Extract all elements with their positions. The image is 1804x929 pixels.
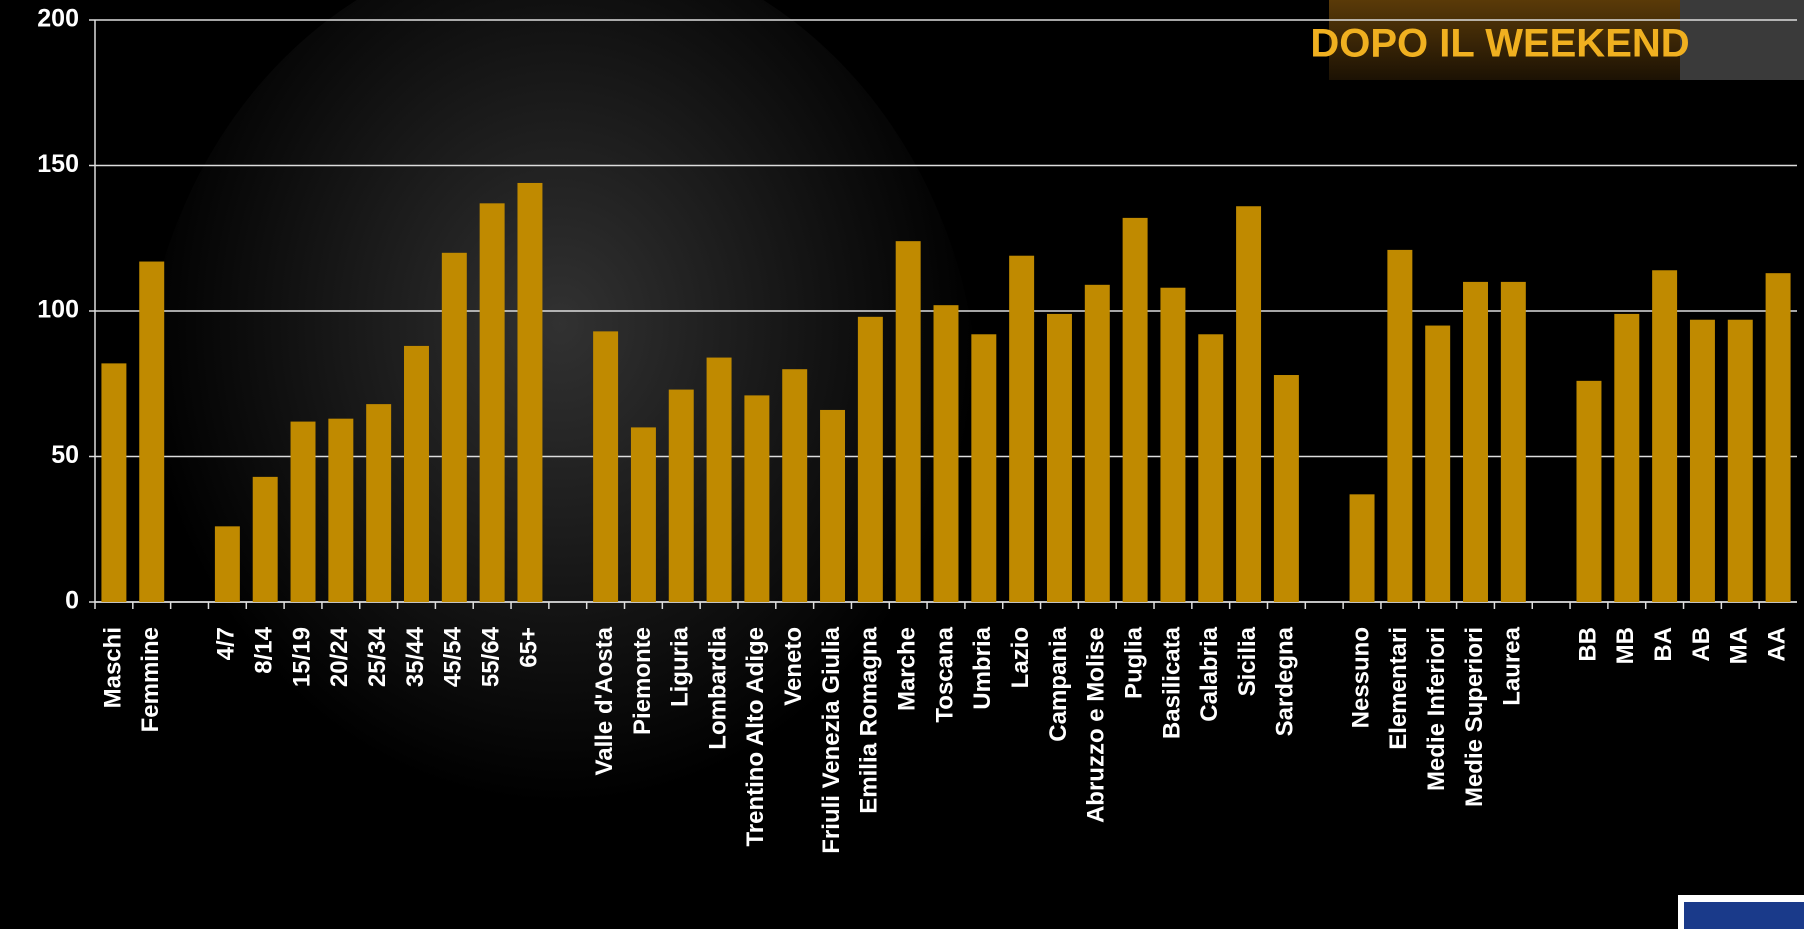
x-tick-label: 15/19 (288, 627, 315, 687)
x-tick-label: 4/7 (213, 627, 240, 660)
bar (1614, 313, 1640, 602)
bar (820, 409, 846, 602)
bar (857, 316, 883, 602)
x-tick-label: Friuli Venezia Giulia (818, 626, 845, 853)
x-tick-label: MA (1726, 627, 1753, 664)
bar (1046, 313, 1072, 602)
bar (214, 526, 240, 602)
bar (668, 389, 694, 602)
bar (1463, 281, 1488, 602)
y-tick-label: 150 (37, 150, 79, 178)
x-tick-label: 55/64 (477, 626, 504, 687)
x-tick-label: Emilia Romagna (856, 626, 883, 813)
x-tick-label: 8/14 (251, 626, 278, 673)
x-tick-label: Liguria (667, 626, 694, 707)
bar (593, 331, 619, 602)
x-tick-label: Sardegna (1272, 626, 1299, 736)
bar (1349, 494, 1375, 602)
bar (366, 404, 392, 602)
background-figure (140, 0, 980, 900)
bar (1576, 380, 1602, 602)
x-tick-label: Valle d'Aosta (591, 626, 618, 775)
bar (1387, 249, 1413, 602)
bar (1236, 206, 1262, 603)
x-tick-label: Lazio (1007, 627, 1034, 688)
x-tick-label: Elementari (1385, 627, 1412, 750)
x-tick-label: Medie Inferiori (1423, 627, 1450, 791)
x-tick-label: 35/44 (402, 626, 429, 687)
bar (1198, 334, 1224, 602)
x-tick-label: Calabria (1196, 626, 1223, 721)
y-tick-label: 0 (65, 587, 79, 615)
x-tick-label: Umbria (969, 626, 996, 709)
x-tick-label: BA (1650, 627, 1677, 662)
bar (1084, 284, 1110, 602)
bar (1425, 325, 1451, 602)
bar (517, 182, 543, 602)
bar (1689, 319, 1715, 602)
x-tick-label: Nessuno (1347, 627, 1374, 728)
bar (1122, 217, 1148, 602)
x-tick-label: Veneto (780, 627, 807, 706)
bar (101, 363, 127, 602)
x-tick-label: Puglia (1120, 626, 1147, 699)
bar (328, 418, 354, 602)
bar (290, 421, 316, 602)
y-tick-label: 200 (37, 5, 79, 33)
bar (895, 241, 921, 602)
bar (1727, 319, 1753, 602)
x-tick-label: Lombardia (704, 626, 731, 749)
x-tick-label: Sicilia (1234, 626, 1261, 696)
x-tick-label: Medie Superiori (1461, 627, 1488, 807)
x-tick-label: Basilicata (1158, 626, 1185, 739)
bar (706, 357, 732, 602)
x-tick-label: Trentino Alto Adige (742, 627, 769, 847)
bar (630, 427, 656, 602)
y-tick-label: 50 (51, 441, 79, 469)
bar (404, 345, 429, 602)
bar (1500, 281, 1526, 602)
y-tick-label: 100 (37, 296, 79, 324)
bar (1652, 270, 1678, 602)
x-tick-label: Toscana (931, 626, 958, 722)
bar (1765, 273, 1791, 602)
x-tick-label: Abruzzo e Molise (1083, 627, 1110, 823)
x-tick-label: Campania (1045, 626, 1072, 741)
bar (1160, 287, 1186, 602)
x-tick-label: AA (1763, 627, 1790, 662)
bar (744, 395, 770, 602)
banner-text: DOPO IL WEEKEND (1310, 22, 1689, 66)
x-tick-label: AB (1688, 627, 1715, 662)
bar (782, 369, 808, 602)
bar (441, 252, 467, 603)
x-tick-label: Laurea (1499, 626, 1526, 705)
x-tick-label: Marche (894, 627, 921, 711)
banner-image (1680, 0, 1804, 80)
logo (1684, 902, 1804, 929)
bar (252, 476, 278, 602)
bar (1009, 255, 1035, 602)
x-tick-label: Piemonte (629, 627, 656, 735)
x-tick-label: 20/24 (326, 626, 353, 687)
x-tick-label: MB (1612, 627, 1639, 664)
bar (479, 203, 505, 602)
x-tick-label: Femmine (137, 627, 164, 732)
x-tick-label: Maschi (99, 627, 126, 708)
x-tick-label: 25/34 (364, 626, 391, 687)
bar (1273, 375, 1299, 602)
x-tick-label: BB (1574, 627, 1601, 662)
banner: DOPO IL WEEKEND (1310, 0, 1804, 80)
bar (971, 334, 997, 602)
x-tick-label: 45/54 (440, 626, 467, 687)
bar (933, 305, 959, 602)
bar (139, 261, 165, 602)
x-tick-label: 65+ (515, 627, 542, 668)
